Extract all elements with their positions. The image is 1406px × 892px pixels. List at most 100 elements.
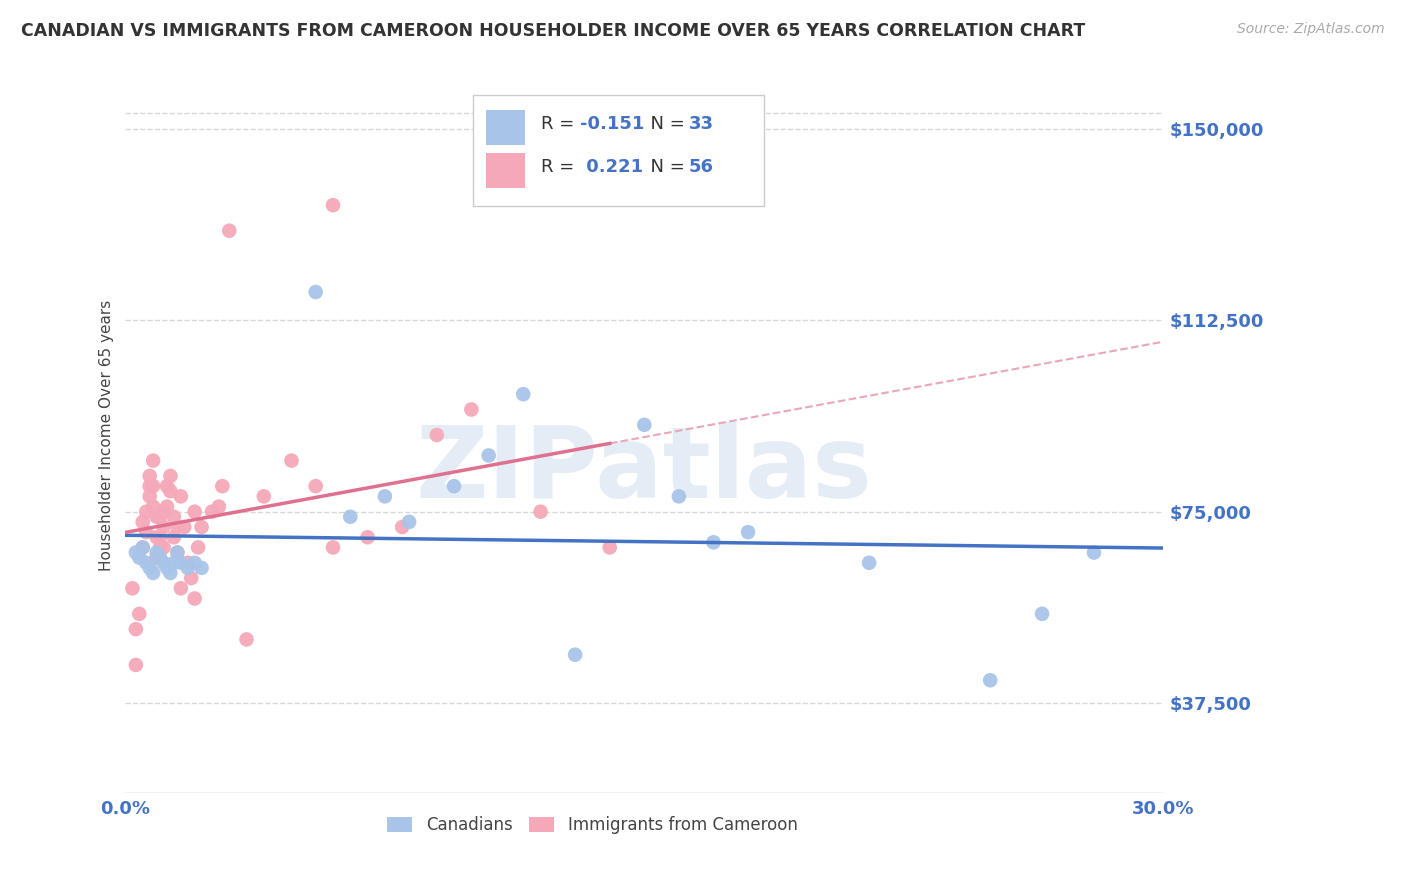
- Point: [142, 453, 165, 467]
- Point: [142, 500, 165, 514]
- Point: [529, 505, 551, 519]
- Point: [166, 545, 188, 559]
- Point: [211, 479, 233, 493]
- Point: [187, 541, 209, 555]
- Point: [132, 541, 155, 555]
- Point: [280, 453, 302, 467]
- Point: [322, 198, 344, 212]
- Point: [128, 550, 150, 565]
- Point: [235, 632, 257, 647]
- Point: [132, 541, 155, 555]
- Text: ZIPatlas: ZIPatlas: [416, 422, 873, 519]
- Point: [478, 449, 501, 463]
- Text: -0.151: -0.151: [579, 115, 644, 133]
- Point: [170, 582, 193, 596]
- Point: [737, 525, 759, 540]
- Point: [564, 648, 586, 662]
- Point: [190, 520, 212, 534]
- Point: [135, 556, 157, 570]
- Point: [218, 224, 240, 238]
- Point: [339, 509, 361, 524]
- Point: [166, 520, 188, 534]
- Point: [135, 525, 157, 540]
- Point: [156, 500, 179, 514]
- Point: [152, 556, 174, 570]
- Point: [128, 607, 150, 621]
- Point: [177, 561, 200, 575]
- Point: [170, 489, 193, 503]
- Point: [145, 550, 167, 565]
- Text: R =: R =: [540, 115, 579, 133]
- Point: [702, 535, 724, 549]
- Point: [170, 556, 193, 570]
- Point: [177, 556, 200, 570]
- Point: [125, 622, 148, 636]
- Text: Source: ZipAtlas.com: Source: ZipAtlas.com: [1237, 22, 1385, 37]
- Point: [173, 520, 195, 534]
- Point: [858, 556, 880, 570]
- Point: [138, 479, 160, 493]
- Point: [426, 428, 449, 442]
- Point: [145, 530, 167, 544]
- Point: [1031, 607, 1053, 621]
- Point: [512, 387, 534, 401]
- Point: [398, 515, 420, 529]
- Point: [121, 582, 143, 596]
- Point: [374, 489, 396, 503]
- Point: [132, 515, 155, 529]
- Point: [163, 530, 186, 544]
- Point: [142, 566, 165, 580]
- Point: [163, 556, 186, 570]
- Point: [135, 505, 157, 519]
- Point: [183, 591, 205, 606]
- Point: [166, 545, 188, 559]
- Point: [156, 561, 179, 575]
- Point: [142, 479, 165, 493]
- Point: [138, 469, 160, 483]
- Point: [322, 541, 344, 555]
- Point: [163, 509, 186, 524]
- Text: 33: 33: [689, 115, 714, 133]
- Point: [208, 500, 231, 514]
- Point: [149, 509, 172, 524]
- Point: [356, 530, 378, 544]
- Point: [149, 541, 172, 555]
- Point: [159, 566, 181, 580]
- Point: [668, 489, 690, 503]
- Point: [180, 571, 202, 585]
- Point: [443, 479, 465, 493]
- Point: [253, 489, 276, 503]
- Point: [138, 561, 160, 575]
- Point: [149, 550, 172, 565]
- Point: [979, 673, 1001, 688]
- Point: [391, 520, 413, 534]
- Point: [599, 541, 621, 555]
- Point: [145, 509, 167, 524]
- FancyBboxPatch shape: [485, 110, 524, 145]
- Text: 0.221: 0.221: [579, 158, 643, 176]
- FancyBboxPatch shape: [472, 95, 763, 206]
- Point: [138, 489, 160, 503]
- Point: [145, 545, 167, 559]
- Point: [305, 285, 328, 299]
- Point: [125, 545, 148, 559]
- Point: [159, 469, 181, 483]
- Y-axis label: Householder Income Over 65 years: Householder Income Over 65 years: [100, 300, 114, 571]
- Point: [152, 520, 174, 534]
- Text: N =: N =: [640, 115, 690, 133]
- Point: [156, 479, 179, 493]
- Point: [460, 402, 482, 417]
- Text: R =: R =: [540, 158, 579, 176]
- Legend: Canadians, Immigrants from Cameroon: Canadians, Immigrants from Cameroon: [388, 816, 797, 834]
- Text: CANADIAN VS IMMIGRANTS FROM CAMEROON HOUSEHOLDER INCOME OVER 65 YEARS CORRELATIO: CANADIAN VS IMMIGRANTS FROM CAMEROON HOU…: [21, 22, 1085, 40]
- Point: [305, 479, 328, 493]
- Point: [1083, 545, 1105, 559]
- Point: [183, 556, 205, 570]
- Point: [201, 505, 224, 519]
- FancyBboxPatch shape: [485, 153, 524, 188]
- Point: [159, 484, 181, 499]
- Text: N =: N =: [640, 158, 690, 176]
- Point: [149, 530, 172, 544]
- Point: [190, 561, 212, 575]
- Point: [152, 541, 174, 555]
